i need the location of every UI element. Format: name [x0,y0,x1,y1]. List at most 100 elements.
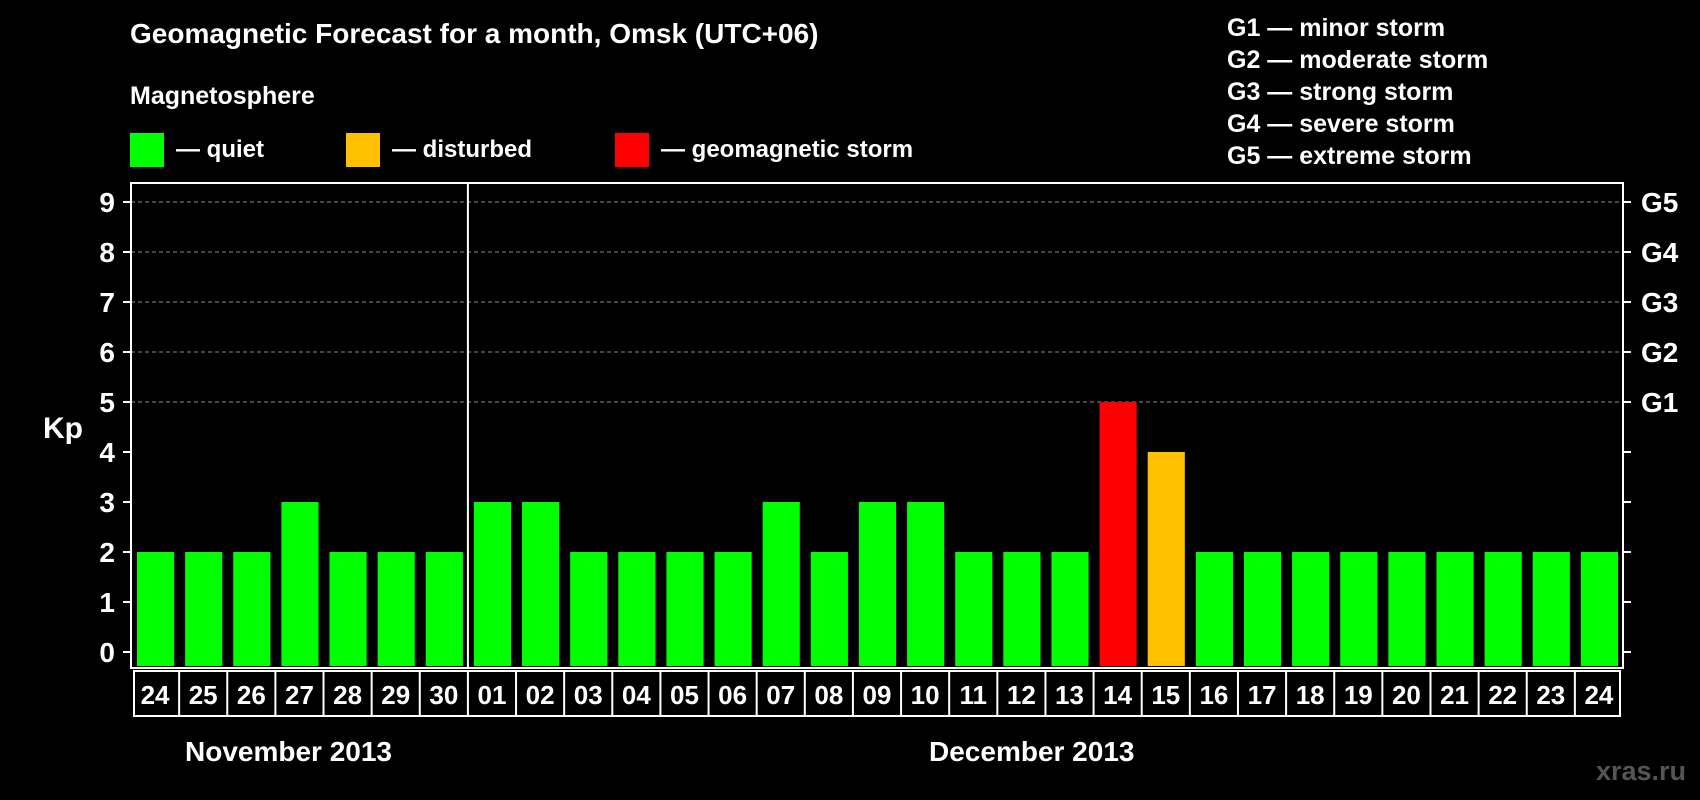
date-label: 10 [911,680,940,710]
y-tick-label: 0 [99,637,115,668]
storm-scale-legend: G1 — minor storm G2 — moderate storm G3 … [1227,12,1488,172]
kp-bar [618,552,656,666]
y-tick-label: 2 [99,537,115,568]
date-label: 18 [1296,680,1325,710]
date-label: 24 [1584,680,1613,710]
kp-bar [281,502,319,666]
date-label: 20 [1392,680,1421,710]
kp-bar [858,502,897,666]
watermark: xras.ru [1595,756,1686,786]
kp-bar [1243,552,1282,666]
date-label: 29 [381,680,410,710]
date-label: 12 [1007,680,1036,710]
date-label: 02 [526,680,555,710]
storm-scale-g3: G3 — strong storm [1227,78,1454,106]
date-label: 24 [141,680,170,710]
date-label: 07 [766,680,795,710]
date-label: 23 [1536,680,1565,710]
y-axis-label: Kp [43,412,83,445]
legend-quiet: — quiet [130,133,264,167]
date-label: 15 [1151,680,1180,710]
kp-bar [570,552,608,666]
legend-quiet-swatch [130,133,164,167]
chart-subtitle: Magnetosphere [130,82,315,110]
y-tick-label: 3 [99,487,115,518]
month-label-december: December 2013 [929,736,1135,767]
y-tick-label: 5 [99,387,115,418]
y-tick-label: 7 [99,287,115,318]
storm-scale-g5: G5 — extreme storm [1227,142,1472,170]
kp-bar [1436,552,1474,666]
date-label: 27 [285,680,314,710]
storm-level-label: G4 [1641,237,1679,268]
legend-storm-swatch [615,133,649,167]
kp-bar [1484,552,1522,666]
kp-bar [185,552,223,666]
kp-bar [1580,552,1618,666]
storm-level-label: G1 [1641,387,1678,418]
date-label: 14 [1103,680,1132,710]
kp-bar [137,552,175,666]
kp-bar [377,552,415,666]
storm-level-label: G5 [1641,187,1678,218]
y-tick-label: 1 [99,587,115,618]
kp-bar [522,502,560,666]
legend-disturbed-label: — disturbed [392,136,533,163]
kp-bar [1292,552,1330,666]
kp-bar [473,502,512,666]
kp-bar [1147,452,1185,666]
date-label: 13 [1055,680,1084,710]
y-tick-label: 8 [99,237,115,268]
date-axis-frame [133,670,1621,717]
date-label: 05 [670,680,699,710]
chart-title: Geomagnetic Forecast for a month, Omsk (… [130,18,819,49]
date-label: 06 [718,680,747,710]
legend-disturbed-swatch [346,133,380,167]
kp-bar [810,552,848,666]
plot-frame [130,182,1624,669]
storm-level-label: G2 [1641,337,1678,368]
date-label: 28 [333,680,362,710]
kp-bar [762,502,800,666]
date-label: 21 [1440,680,1469,710]
date-label: 08 [814,680,843,710]
date-label: 22 [1488,680,1517,710]
month-label-november: November 2013 [185,736,393,767]
storm-scale-g2: G2 — moderate storm [1227,46,1489,74]
date-label: 16 [1199,680,1228,710]
date-label: 26 [237,680,266,710]
date-label: 11 [960,680,988,710]
kp-bar [907,502,945,666]
date-label: 09 [863,680,892,710]
date-label: 03 [574,680,603,710]
kp-bar [955,552,993,666]
kp-bar [233,552,271,666]
kp-bar [1532,552,1570,666]
date-label: 25 [189,680,218,710]
kp-bar [425,552,463,666]
legend-disturbed: — disturbed [346,133,532,167]
date-label: 30 [429,680,458,710]
legend-quiet-label: — quiet [176,136,264,163]
kp-bar [1003,552,1041,666]
date-label: 04 [622,680,651,710]
kp-bar [666,552,704,666]
kp-bar [1388,552,1426,666]
kp-bar [1051,552,1089,666]
kp-bar [1340,552,1378,666]
storm-level-label: G3 [1641,287,1678,318]
kp-bar [1099,402,1137,666]
y-tick-label: 6 [99,337,115,368]
kp-bar [1195,552,1233,666]
storm-scale-g4: G4 — severe storm [1227,110,1455,138]
kp-bar [329,552,367,666]
date-label: 17 [1248,680,1277,710]
storm-scale-g1: G1 — minor storm [1227,14,1446,42]
kp-bar [714,552,752,666]
legend-storm: — geomagnetic storm [615,133,913,167]
y-tick-label: 4 [99,437,115,468]
legend-storm-label: — geomagnetic storm [661,136,914,163]
date-label: 19 [1344,680,1373,710]
date-label: 01 [478,680,507,710]
